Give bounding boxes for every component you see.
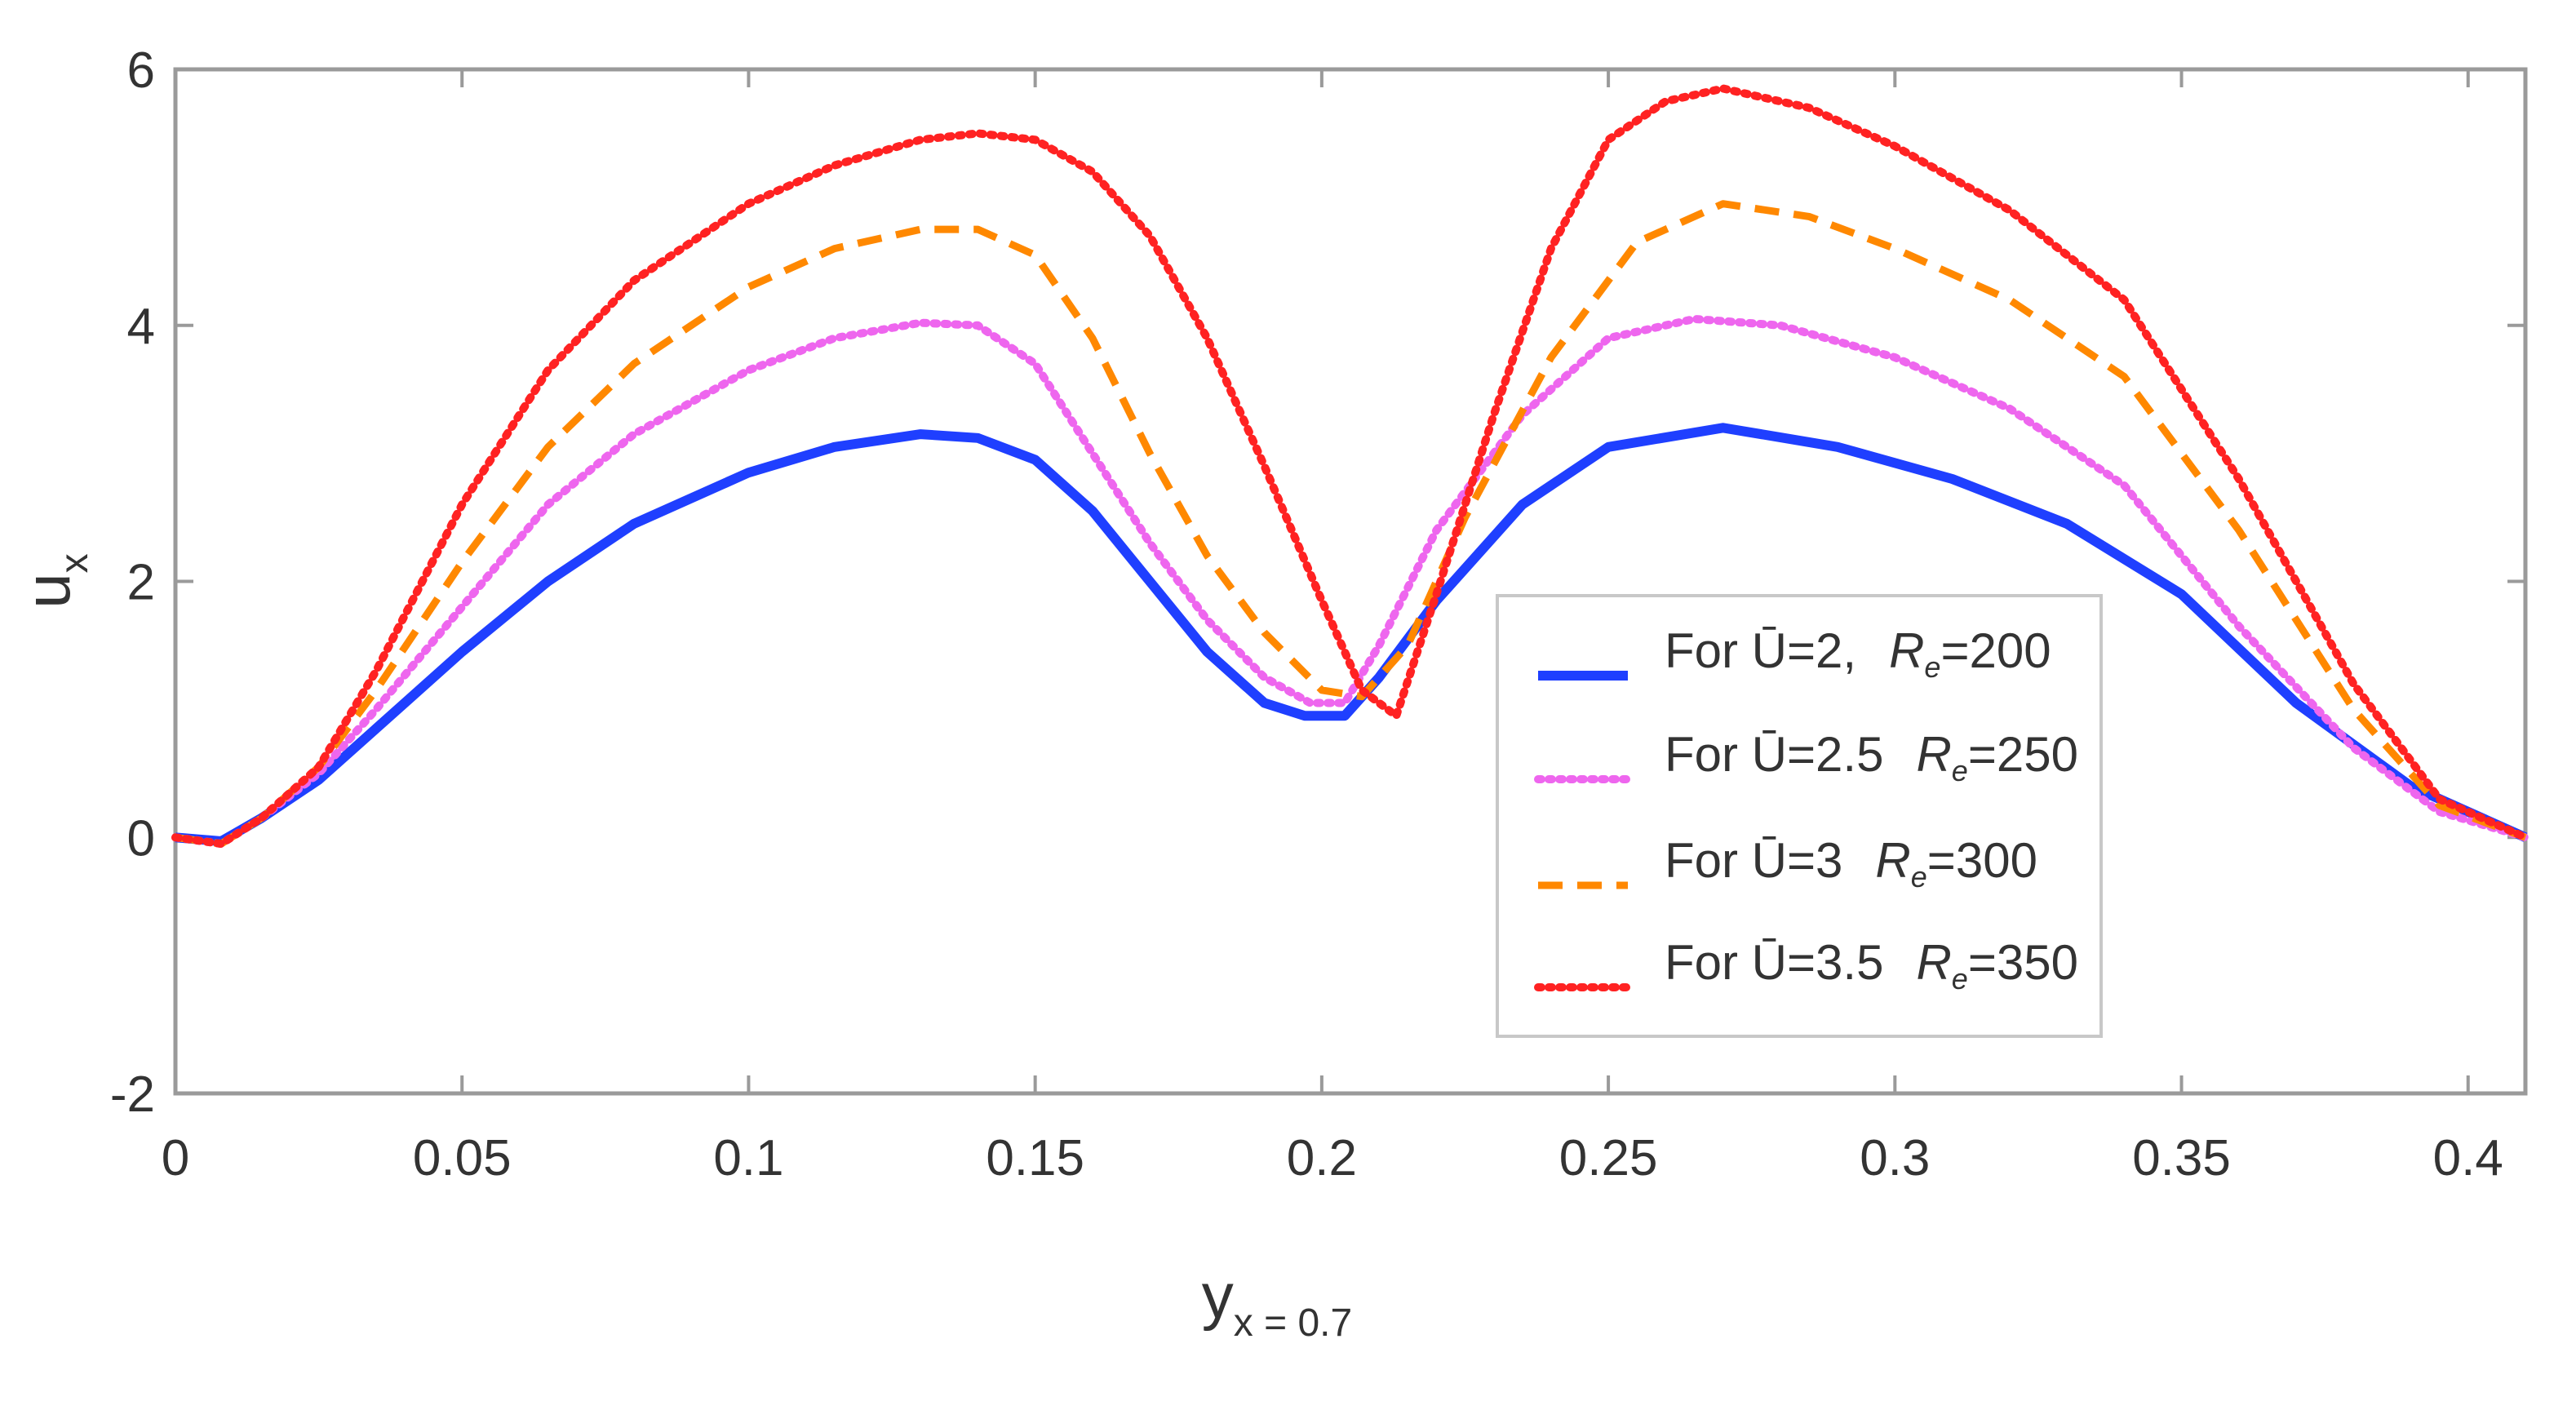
- y-axis-label-subscript: x: [53, 553, 96, 573]
- x-tick-label: 0.25: [1559, 1130, 1658, 1186]
- y-tick-label: 2: [127, 555, 155, 611]
- series-lines: [171, 84, 2529, 849]
- legend-re-symbol: R: [1916, 727, 1951, 782]
- x-axis-label: yx = 0.7: [1202, 1260, 1352, 1345]
- x-tick-label: 0.15: [986, 1130, 1084, 1186]
- legend-re-value: =250: [1968, 727, 2078, 782]
- y-tick-label: 6: [127, 42, 155, 99]
- x-axis-ticks: 0 0.05 0.1 0.15 0.2 0.25 0.3 0.35 0.4: [162, 69, 2503, 1186]
- legend-re-value: =350: [1968, 935, 2078, 990]
- legend-label-1: For Ū=2, Re=200: [1665, 623, 2051, 684]
- legend-label-4: For Ū=3.5 Re=350: [1665, 935, 2078, 995]
- x-tick-label: 0.3: [1860, 1130, 1930, 1186]
- x-axis-label-main: y: [1202, 1260, 1234, 1332]
- series-line-3: [175, 200, 2527, 848]
- y-axis-ticks: -2 0 2 4 6: [110, 42, 2525, 1123]
- legend-prefix: For Ū=2.5: [1665, 727, 1883, 782]
- series-line-2: [171, 314, 2529, 849]
- y-axis-label-main: u: [11, 573, 83, 608]
- legend-re-symbol: R: [1875, 833, 1910, 888]
- x-tick-label: 0.4: [2433, 1130, 2503, 1186]
- legend-re-value: =200: [1940, 623, 2051, 678]
- legend-re-subscript: e: [1911, 860, 1927, 893]
- x-axis-label-subscript: x = 0.7: [1234, 1301, 1352, 1345]
- y-axis-label: ux: [11, 553, 96, 608]
- legend-label-2: For Ū=2.5 Re=250: [1665, 727, 2078, 787]
- legend-label-3: For Ū=3 Re=300: [1665, 833, 2037, 893]
- legend-box: [1496, 594, 2103, 1038]
- legend-re-subscript: e: [1952, 754, 1968, 787]
- legend-re-symbol: R: [1916, 935, 1951, 990]
- x-tick-label: 0.2: [1287, 1130, 1357, 1186]
- y-tick-label: 0: [127, 810, 155, 867]
- y-tick-label: -2: [110, 1066, 155, 1123]
- legend-re-subscript: e: [1952, 962, 1968, 995]
- legend-prefix: For Ū=2,: [1665, 623, 1856, 678]
- series-line-1: [175, 423, 2528, 846]
- plot-area: [173, 67, 2528, 1096]
- legend-re-value: =300: [1927, 833, 2037, 888]
- legend-prefix: For Ū=3: [1665, 833, 1842, 888]
- x-tick-label: 0.05: [413, 1130, 512, 1186]
- legend-re-subscript: e: [1924, 650, 1940, 684]
- legend-prefix: For Ū=3.5: [1665, 935, 1883, 990]
- x-tick-label: 0.1: [713, 1130, 783, 1186]
- legend-re-symbol: R: [1889, 623, 1924, 678]
- x-tick-label: 0: [162, 1130, 189, 1186]
- y-tick-label: 4: [127, 299, 155, 355]
- series-line-4: [171, 84, 2529, 849]
- x-tick-label: 0.35: [2132, 1130, 2231, 1186]
